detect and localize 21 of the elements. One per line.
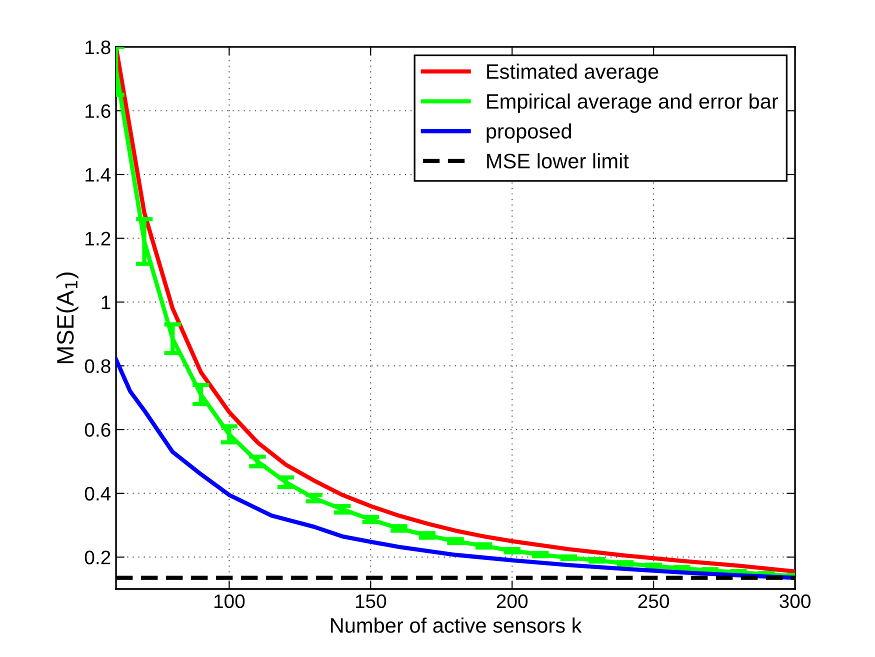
x-tick-label: 300 xyxy=(780,594,810,608)
y-tick-label: 0.6 xyxy=(84,423,110,437)
line-series xyxy=(116,357,796,580)
y-tick-label: 1.4 xyxy=(86,168,111,182)
legend-label: MSE lower limit xyxy=(487,153,629,168)
y-tick-label: 0.8 xyxy=(84,359,110,374)
y-axis-title: MSE(A$_{1}$) xyxy=(56,272,78,364)
y-tick-label: 1.8 xyxy=(86,40,110,54)
x-tick-label: 100 xyxy=(214,594,245,608)
legend-label: Estimated average xyxy=(487,64,658,84)
y-tick-label: 0.4 xyxy=(84,486,111,501)
legend-label: proposed xyxy=(486,123,571,143)
y-tick-label: 1 xyxy=(102,296,110,310)
y-tick-label: 1.2 xyxy=(86,232,110,246)
x-tick-label: 200 xyxy=(496,594,528,608)
x-tick-label: 250 xyxy=(638,594,670,608)
x-axis-title: Number of active sensors k xyxy=(331,618,582,633)
legend-label: Empirical average and error bar xyxy=(487,93,778,113)
y-tick-label: 0.2 xyxy=(84,550,110,564)
x-tick-label: 150 xyxy=(356,594,386,608)
y-tick-label: 1.6 xyxy=(86,104,110,118)
